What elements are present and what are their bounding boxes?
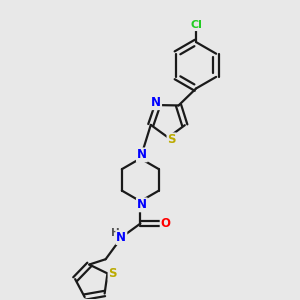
Text: Cl: Cl [190, 20, 202, 30]
Text: N: N [151, 96, 161, 109]
Text: N: N [137, 198, 147, 212]
Text: S: S [109, 267, 117, 280]
Text: N: N [137, 148, 147, 161]
Text: O: O [160, 217, 171, 230]
Text: N: N [116, 231, 126, 244]
Text: S: S [167, 134, 176, 146]
Text: H: H [111, 228, 120, 238]
